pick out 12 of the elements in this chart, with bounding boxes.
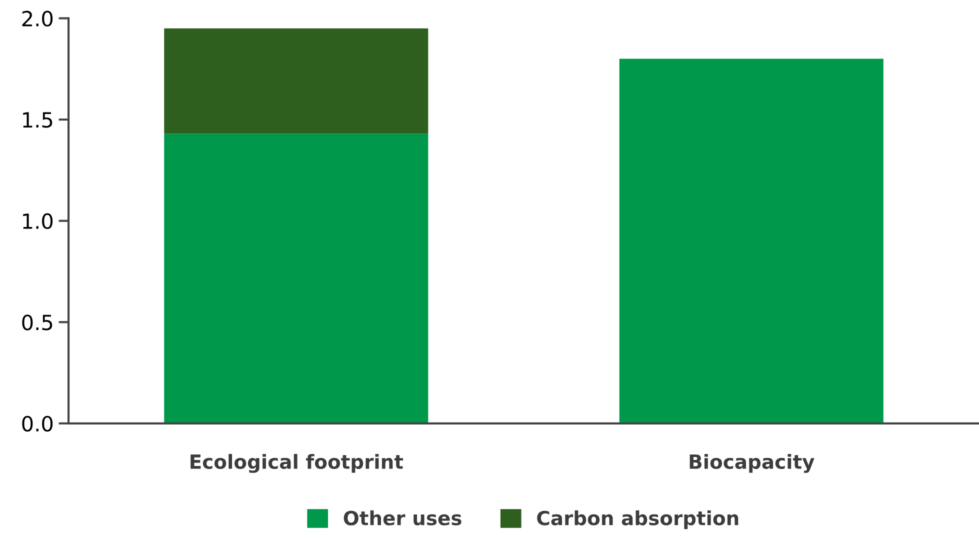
x-tick-label: Ecological footprint xyxy=(190,454,404,473)
bar xyxy=(164,134,428,424)
legend-label: Carbon absorption xyxy=(537,510,738,530)
y-tick-label: 0.5 xyxy=(22,314,52,330)
y-tick-label: 0.0 xyxy=(22,416,53,432)
bar xyxy=(164,28,428,134)
bar xyxy=(619,58,884,424)
legend-label: Other uses xyxy=(344,510,462,526)
x-tick-label: Biocapacity xyxy=(690,454,814,473)
y-tick-label: 2.0 xyxy=(22,10,53,27)
y-tick-label: 1.0 xyxy=(23,213,53,230)
y-tick-label: 1.5 xyxy=(23,112,52,128)
